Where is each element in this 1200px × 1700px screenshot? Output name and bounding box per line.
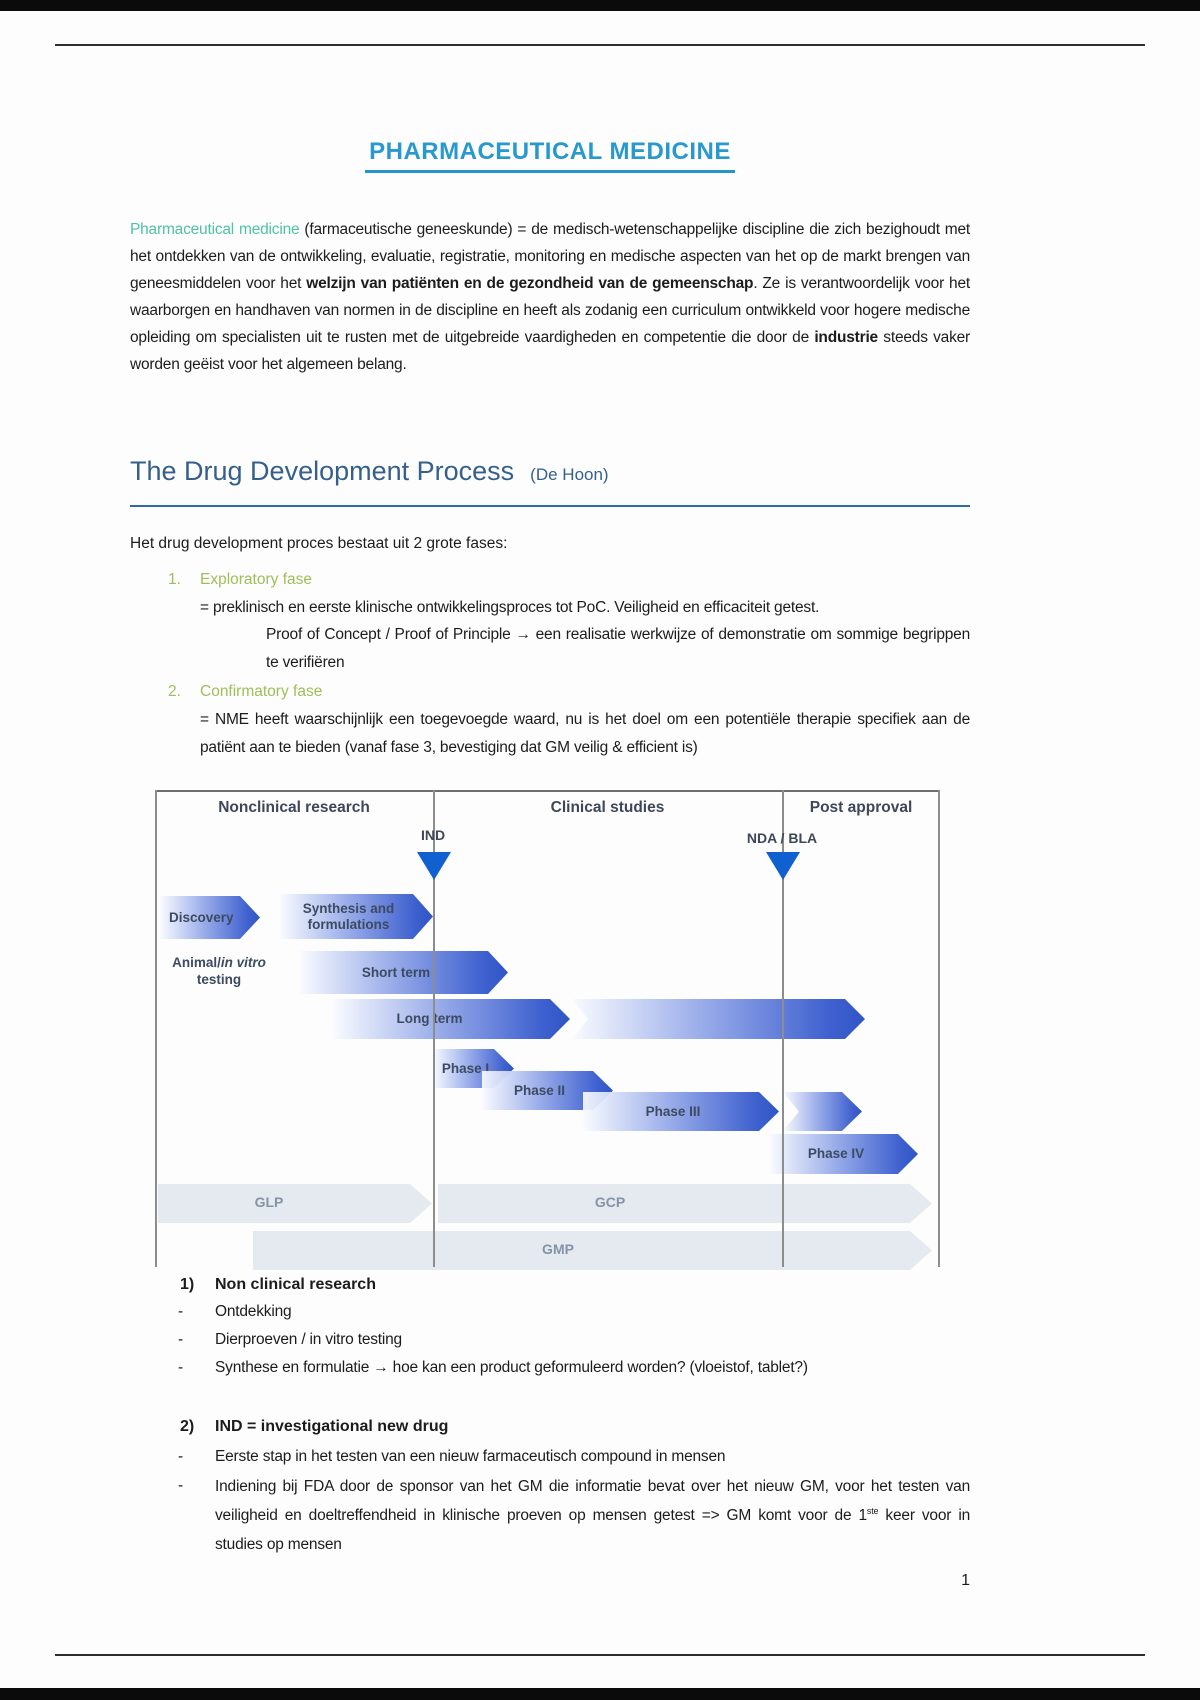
intro-bold-1: welzijn van patiënten en de gezondheid v… [306, 275, 754, 292]
diagram-header-nonclinical: Nonclinical research [218, 799, 370, 816]
page-bottom-border [55, 1654, 1145, 1656]
section-heading: The Drug Development Process (De Hoon) [130, 456, 970, 487]
animal-label-part: Animal/ [172, 955, 221, 970]
page-top-border [55, 44, 1145, 46]
arrow-discovery: Discovery [160, 896, 260, 939]
arrow-synthesis-label: Synthesis and formulations [303, 901, 395, 933]
bar-gcp-label: GCP [594, 1194, 626, 1210]
arrow-synthesis-line2: formulations [307, 916, 390, 932]
intro-text-3: steeds vaker worden geëist voor het alge… [130, 329, 970, 373]
list-item-2-number: 2. [168, 683, 181, 700]
bullet-dash: - [178, 1331, 184, 1348]
arrow-phase-3-extension [783, 1092, 862, 1131]
bar-glp-label: GLP [254, 1194, 284, 1210]
arrow-synthesis-line1: Synthesis and [302, 900, 395, 916]
diagram-header-postapproval: Post approval [809, 799, 913, 816]
bullet-indiening-superscript: ste [866, 1505, 879, 1516]
bullet-dash: - [178, 1303, 184, 1320]
page-title-text: PHARMACEUTICAL MEDICINE [365, 138, 735, 173]
arrow-phase-4: Phase IV [770, 1134, 918, 1174]
animal-invitro-label: Animal/in vitro testing [155, 954, 283, 988]
bottom-list-1-number: 1) [180, 1276, 195, 1293]
list-item-2-label: Confirmatory fase [200, 683, 323, 700]
page-top-edge [0, 0, 1200, 11]
invitro-label-part: in vitro [220, 955, 266, 970]
arrow-long-term-extension [572, 999, 865, 1039]
intro-paragraph: Pharmaceutical medicine (farmaceutische … [130, 216, 970, 378]
bullet-ontdekking: Ontdekking [215, 1303, 292, 1320]
diagram-top-border [155, 790, 940, 792]
diagram-header-clinical: Clinical studies [550, 799, 665, 816]
bar-gcp [438, 1184, 932, 1223]
bullet-eerste-stap: Eerste stap in het testen van een nieuw … [215, 1448, 726, 1465]
diagram-left-line [155, 790, 157, 1267]
intro-text-1: (farmaceutische geneeskunde) = de medisc… [130, 221, 970, 292]
milestone-ind-label: IND [420, 827, 446, 843]
diagram-ind-line [433, 790, 435, 1267]
bottom-list-1-title: Non clinical research [215, 1276, 376, 1293]
bullet-dash: - [178, 1448, 184, 1465]
testing-label-part: testing [196, 972, 242, 987]
intro-text-2: . Ze is verantwoordelijk voor het waarbo… [130, 275, 970, 346]
page-number: 1 [961, 1572, 970, 1589]
bullet-dierproeven: Dierproeven / in vitro testing [215, 1331, 402, 1348]
bullet-indiening-tail: keer voor in studies op mensen [215, 1507, 970, 1553]
list-item-1-line2: Proof of Concept / Proof of Principle → … [266, 626, 970, 671]
list-item-1-label: Exploratory fase [200, 571, 312, 588]
list-item-2-line1: = NME heeft waarschijnlijk een toegevoeg… [200, 711, 970, 756]
milestone-nda-bla-label: NDA / BLA [746, 830, 818, 846]
diagram-nda-line [782, 790, 784, 1267]
bottom-list-2-number: 2) [180, 1418, 195, 1435]
arrow-synthesis-formulations: Synthesis and formulations [280, 894, 433, 939]
intro-bold-2: industrie [814, 329, 878, 346]
bar-gmp-label: GMP [542, 1241, 574, 1257]
section-heading-author: (De Hoon) [530, 465, 609, 484]
bottom-list-2-title: IND = investigational new drug [215, 1418, 449, 1435]
section-heading-text: The Drug Development Process [130, 456, 515, 486]
list-item-1-number: 1. [168, 571, 181, 588]
arrow-phase-3: Phase III [583, 1092, 779, 1131]
section-lead: Het drug development proces bestaat uit … [130, 535, 508, 552]
diagram-right-line [938, 790, 940, 1267]
section-heading-rule [130, 505, 970, 507]
arrow-short-term: Short term [300, 951, 508, 994]
bar-glp [158, 1184, 432, 1223]
intro-highlight: Pharmaceutical medicine [130, 221, 300, 238]
milestone-ind-triangle-icon [417, 852, 451, 880]
drug-development-diagram: Nonclinical research Clinical studies Po… [155, 790, 940, 1270]
page-title: PHARMACEUTICAL MEDICINE [130, 138, 970, 173]
page-bottom-edge [0, 1688, 1200, 1700]
bullet-synthese: Synthese en formulatie → hoe kan een pro… [215, 1359, 808, 1376]
bar-gmp [253, 1231, 932, 1270]
bullet-indiening: Indiening bij FDA door de sponsor van he… [215, 1472, 970, 1559]
milestone-nda-triangle-icon [766, 852, 800, 880]
bullet-indiening-text: Indiening bij FDA door de sponsor van he… [215, 1478, 970, 1524]
bullet-dash: - [178, 1477, 184, 1494]
list-item-1-line1: = preklinisch en eerste klinische ontwik… [200, 599, 820, 616]
arrow-long-term: Long term [333, 999, 570, 1039]
bullet-dash: - [178, 1359, 184, 1376]
